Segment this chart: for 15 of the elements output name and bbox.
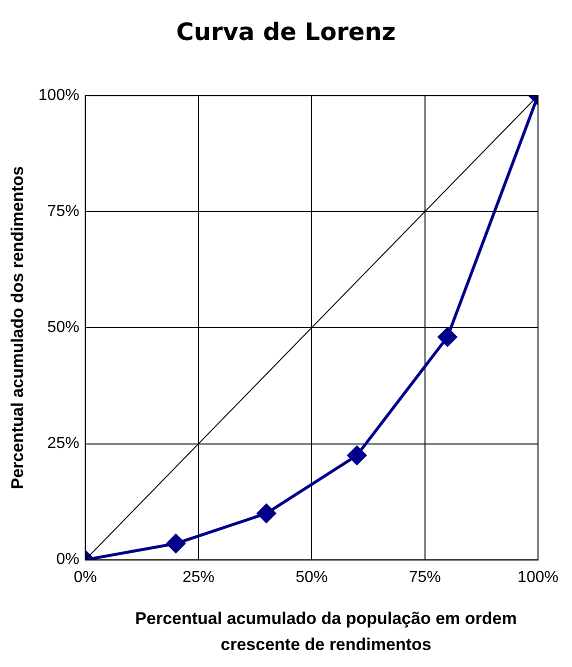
x-tick-label: 25% (182, 568, 215, 586)
x-tick-label: 75% (408, 568, 441, 586)
x-tick-label: 0% (74, 568, 97, 586)
x-tick-label: 50% (296, 568, 328, 586)
y-axis-title: Percentual acumulado dos rendimentos (8, 166, 27, 490)
point (166, 534, 186, 554)
y-tick-label: 50% (47, 319, 80, 336)
y-tick-label: 0% (56, 551, 80, 568)
x-tick-label: 100% (518, 568, 558, 586)
chart-title: Curva de Lorenz (175, 18, 397, 46)
y-tick-label: 75% (47, 203, 80, 220)
point (256, 504, 276, 523)
y-tick-label: 25% (47, 435, 80, 452)
x-axis-title: Percentual acumulado da população em ordem crescente de rendimentos (134, 608, 518, 656)
y-tick-label: 100% (38, 87, 80, 104)
